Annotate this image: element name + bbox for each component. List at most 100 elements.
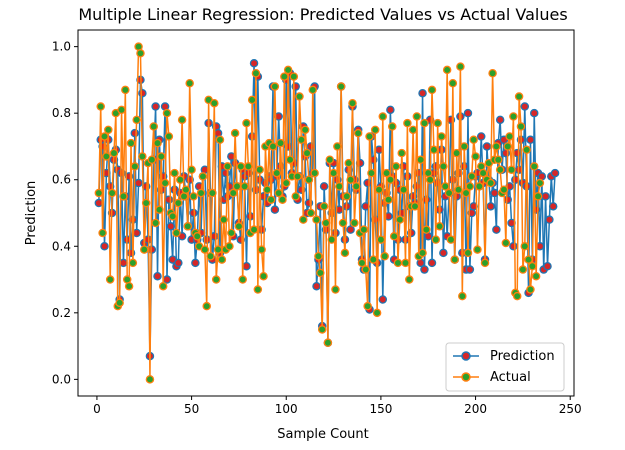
data-point-actual <box>329 168 338 178</box>
data-point-actual <box>374 185 384 194</box>
data-point-actual <box>200 245 210 254</box>
data-point-actual <box>388 122 397 131</box>
data-point-actual <box>431 235 441 244</box>
data-point-prediction <box>174 258 183 268</box>
data-point-prediction <box>242 261 251 271</box>
data-point-actual <box>310 168 319 178</box>
legend-box <box>445 342 565 392</box>
data-point-actual <box>126 138 136 148</box>
data-point-actual <box>175 175 185 184</box>
data-point-actual <box>325 155 335 165</box>
data-point-actual <box>308 85 317 95</box>
data-point-prediction <box>420 265 429 274</box>
data-point-actual <box>230 128 240 138</box>
data-point-actual <box>160 178 170 188</box>
data-point-actual <box>157 152 166 161</box>
data-point-prediction <box>495 115 505 125</box>
data-point-actual <box>495 165 505 174</box>
data-point-prediction <box>94 198 104 208</box>
data-point-actual <box>300 125 310 135</box>
data-point-actual <box>333 142 342 151</box>
data-point-actual <box>274 188 283 198</box>
data-point-actual <box>391 162 401 171</box>
data-point-actual <box>463 248 473 258</box>
data-point-actual <box>397 148 406 158</box>
data-point-actual <box>96 102 105 111</box>
data-point-actual <box>531 271 541 281</box>
data-point-actual <box>302 148 312 158</box>
data-point-actual <box>121 85 130 95</box>
data-point-actual <box>331 285 340 294</box>
data-point-actual <box>494 155 503 165</box>
data-point-actual <box>319 202 329 211</box>
data-point-actual <box>281 178 291 188</box>
data-point-actual <box>427 85 437 95</box>
data-point-prediction <box>346 225 355 234</box>
data-point-actual <box>213 245 223 254</box>
axes-frame <box>77 29 575 397</box>
data-point-actual <box>193 232 202 241</box>
data-point-actual <box>370 125 380 135</box>
data-point-actual <box>168 212 177 221</box>
data-point-actual <box>185 78 194 88</box>
data-point-actual <box>272 168 282 178</box>
data-point-actual <box>408 125 418 135</box>
data-point-actual <box>253 285 263 294</box>
data-point-actual <box>535 178 545 188</box>
data-point-prediction <box>164 195 174 204</box>
y-tick-label: 0.2 <box>52 306 71 320</box>
data-point-actual <box>365 132 374 141</box>
y-tick-label: 0.8 <box>52 106 71 120</box>
data-point-actual <box>270 82 280 91</box>
data-point-actual <box>363 301 372 311</box>
data-point-actual <box>401 258 410 268</box>
data-point-actual <box>528 261 537 271</box>
data-point-actual <box>441 182 450 191</box>
data-point-prediction <box>363 178 372 188</box>
y-axis-label: Prediction <box>24 181 39 246</box>
data-point-prediction <box>529 108 539 118</box>
data-point-actual <box>348 98 357 108</box>
data-point-actual <box>263 185 272 194</box>
data-point-actual <box>471 152 480 161</box>
data-point-actual <box>276 138 285 148</box>
data-point-actual <box>403 118 412 128</box>
y-tick-label: 0.4 <box>52 239 71 253</box>
data-point-actual <box>336 82 346 91</box>
data-point-prediction <box>270 205 280 214</box>
data-point-actual <box>115 298 124 308</box>
data-point-actual <box>334 182 344 191</box>
data-point-actual <box>249 225 259 234</box>
data-point-actual <box>240 182 249 191</box>
data-point-actual <box>526 285 535 294</box>
data-point-actual <box>454 185 463 194</box>
data-point-actual <box>393 258 403 268</box>
data-point-prediction <box>492 225 501 234</box>
data-point-prediction <box>153 271 162 281</box>
data-point-actual <box>317 325 327 334</box>
data-point-prediction <box>162 275 172 284</box>
data-point-prediction <box>166 222 176 231</box>
data-point-actual <box>289 72 299 81</box>
data-point-prediction <box>486 202 495 211</box>
data-point-actual <box>327 235 336 244</box>
data-point-actual <box>219 215 229 224</box>
data-point-actual <box>529 162 539 171</box>
data-point-actual <box>422 225 431 234</box>
data-point-prediction <box>134 178 143 188</box>
data-point-actual <box>255 165 264 174</box>
data-point-actual <box>410 202 420 211</box>
data-point-prediction <box>512 148 522 158</box>
data-point-actual <box>227 228 236 238</box>
data-point-actual <box>215 135 225 145</box>
data-point-prediction <box>543 261 552 271</box>
data-point-actual <box>459 142 469 151</box>
data-point-actual <box>107 188 117 198</box>
data-point-actual <box>533 192 543 201</box>
data-point-actual <box>291 192 300 201</box>
data-point-actual <box>475 182 484 191</box>
chart-title: Multiple Linear Regression: Predicted Va… <box>78 5 567 24</box>
data-point-actual <box>244 162 253 171</box>
data-point-actual <box>210 98 219 108</box>
